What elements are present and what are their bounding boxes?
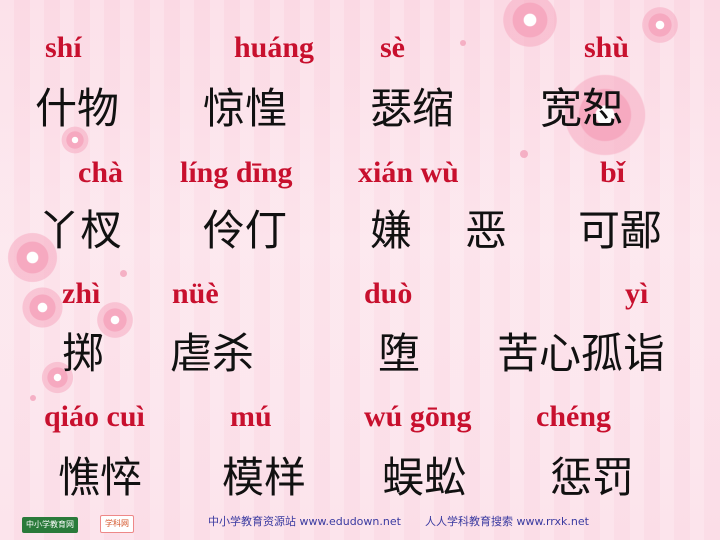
edu-logo[interactable]: 中小学教育网: [22, 517, 78, 533]
petal-dot: [30, 395, 36, 401]
pinyin-label: zhì: [62, 277, 101, 310]
flower-decoration: [20, 285, 65, 330]
pinyin-label: shù: [584, 31, 630, 64]
xueke-logo[interactable]: 学科网: [100, 515, 134, 533]
hanzi-word: 嫌: [370, 206, 413, 255]
hanzi-word: 苦心孤诣: [497, 329, 666, 378]
hanzi-word: 模样: [222, 453, 307, 502]
hanzi-word: 恶: [465, 206, 508, 255]
hanzi-word: 蜈蚣: [382, 453, 467, 502]
pinyin-label: sè: [380, 31, 405, 64]
petal-dot: [120, 270, 127, 277]
flower-decoration: [60, 125, 90, 155]
pinyin-label: bǐ: [600, 156, 626, 189]
hanzi-word: 丫杈: [38, 206, 123, 255]
hanzi-word: 掷: [62, 329, 105, 378]
hanzi-word: 惩罚: [550, 453, 635, 502]
pinyin-label: huáng: [234, 31, 315, 64]
flower-decoration: [95, 300, 135, 340]
pinyin-label: duò: [364, 277, 413, 310]
hanzi-word: 惊惶: [203, 84, 288, 133]
pinyin-label: wú gōng: [364, 400, 472, 433]
hanzi-word: 可鄙: [578, 206, 663, 255]
flower-decoration: [560, 70, 650, 160]
petal-dot: [460, 40, 466, 46]
pinyin-label: qiáo cuì: [44, 400, 145, 433]
hanzi-word: 堕: [378, 329, 421, 378]
pinyin-label: chà: [78, 156, 123, 189]
hanzi-word: 宽恕: [540, 84, 625, 133]
pinyin-label: xián wù: [358, 156, 459, 189]
hanzi-word: 虐杀: [170, 329, 255, 378]
flower-decoration: [640, 5, 680, 45]
hanzi-word: 憔悴: [58, 453, 143, 502]
pinyin-label: chéng: [536, 400, 611, 433]
rrxk-link[interactable]: 人人学科教育搜索 www.rrxk.net: [425, 515, 589, 528]
hanzi-word: 瑟缩: [370, 84, 455, 133]
pinyin-label: líng dīng: [180, 156, 293, 189]
flower-decoration: [40, 360, 75, 395]
pinyin-label: shí: [45, 31, 82, 64]
pinyin-label: yì: [625, 277, 649, 310]
edudown-link[interactable]: 中小学教育资源站 www.edudown.net: [208, 515, 401, 528]
pinyin-label: nüè: [172, 277, 219, 310]
flower-decoration: [500, 0, 560, 50]
hanzi-word: 伶仃: [203, 206, 288, 255]
petal-dot: [520, 150, 528, 158]
hanzi-word: 什物: [35, 84, 120, 133]
pinyin-label: mú: [230, 400, 272, 433]
footer: 中小学教育网 学科网 中小学教育资源站 www.edudown.net 人人学科…: [0, 512, 720, 540]
flower-decoration: [5, 230, 60, 285]
